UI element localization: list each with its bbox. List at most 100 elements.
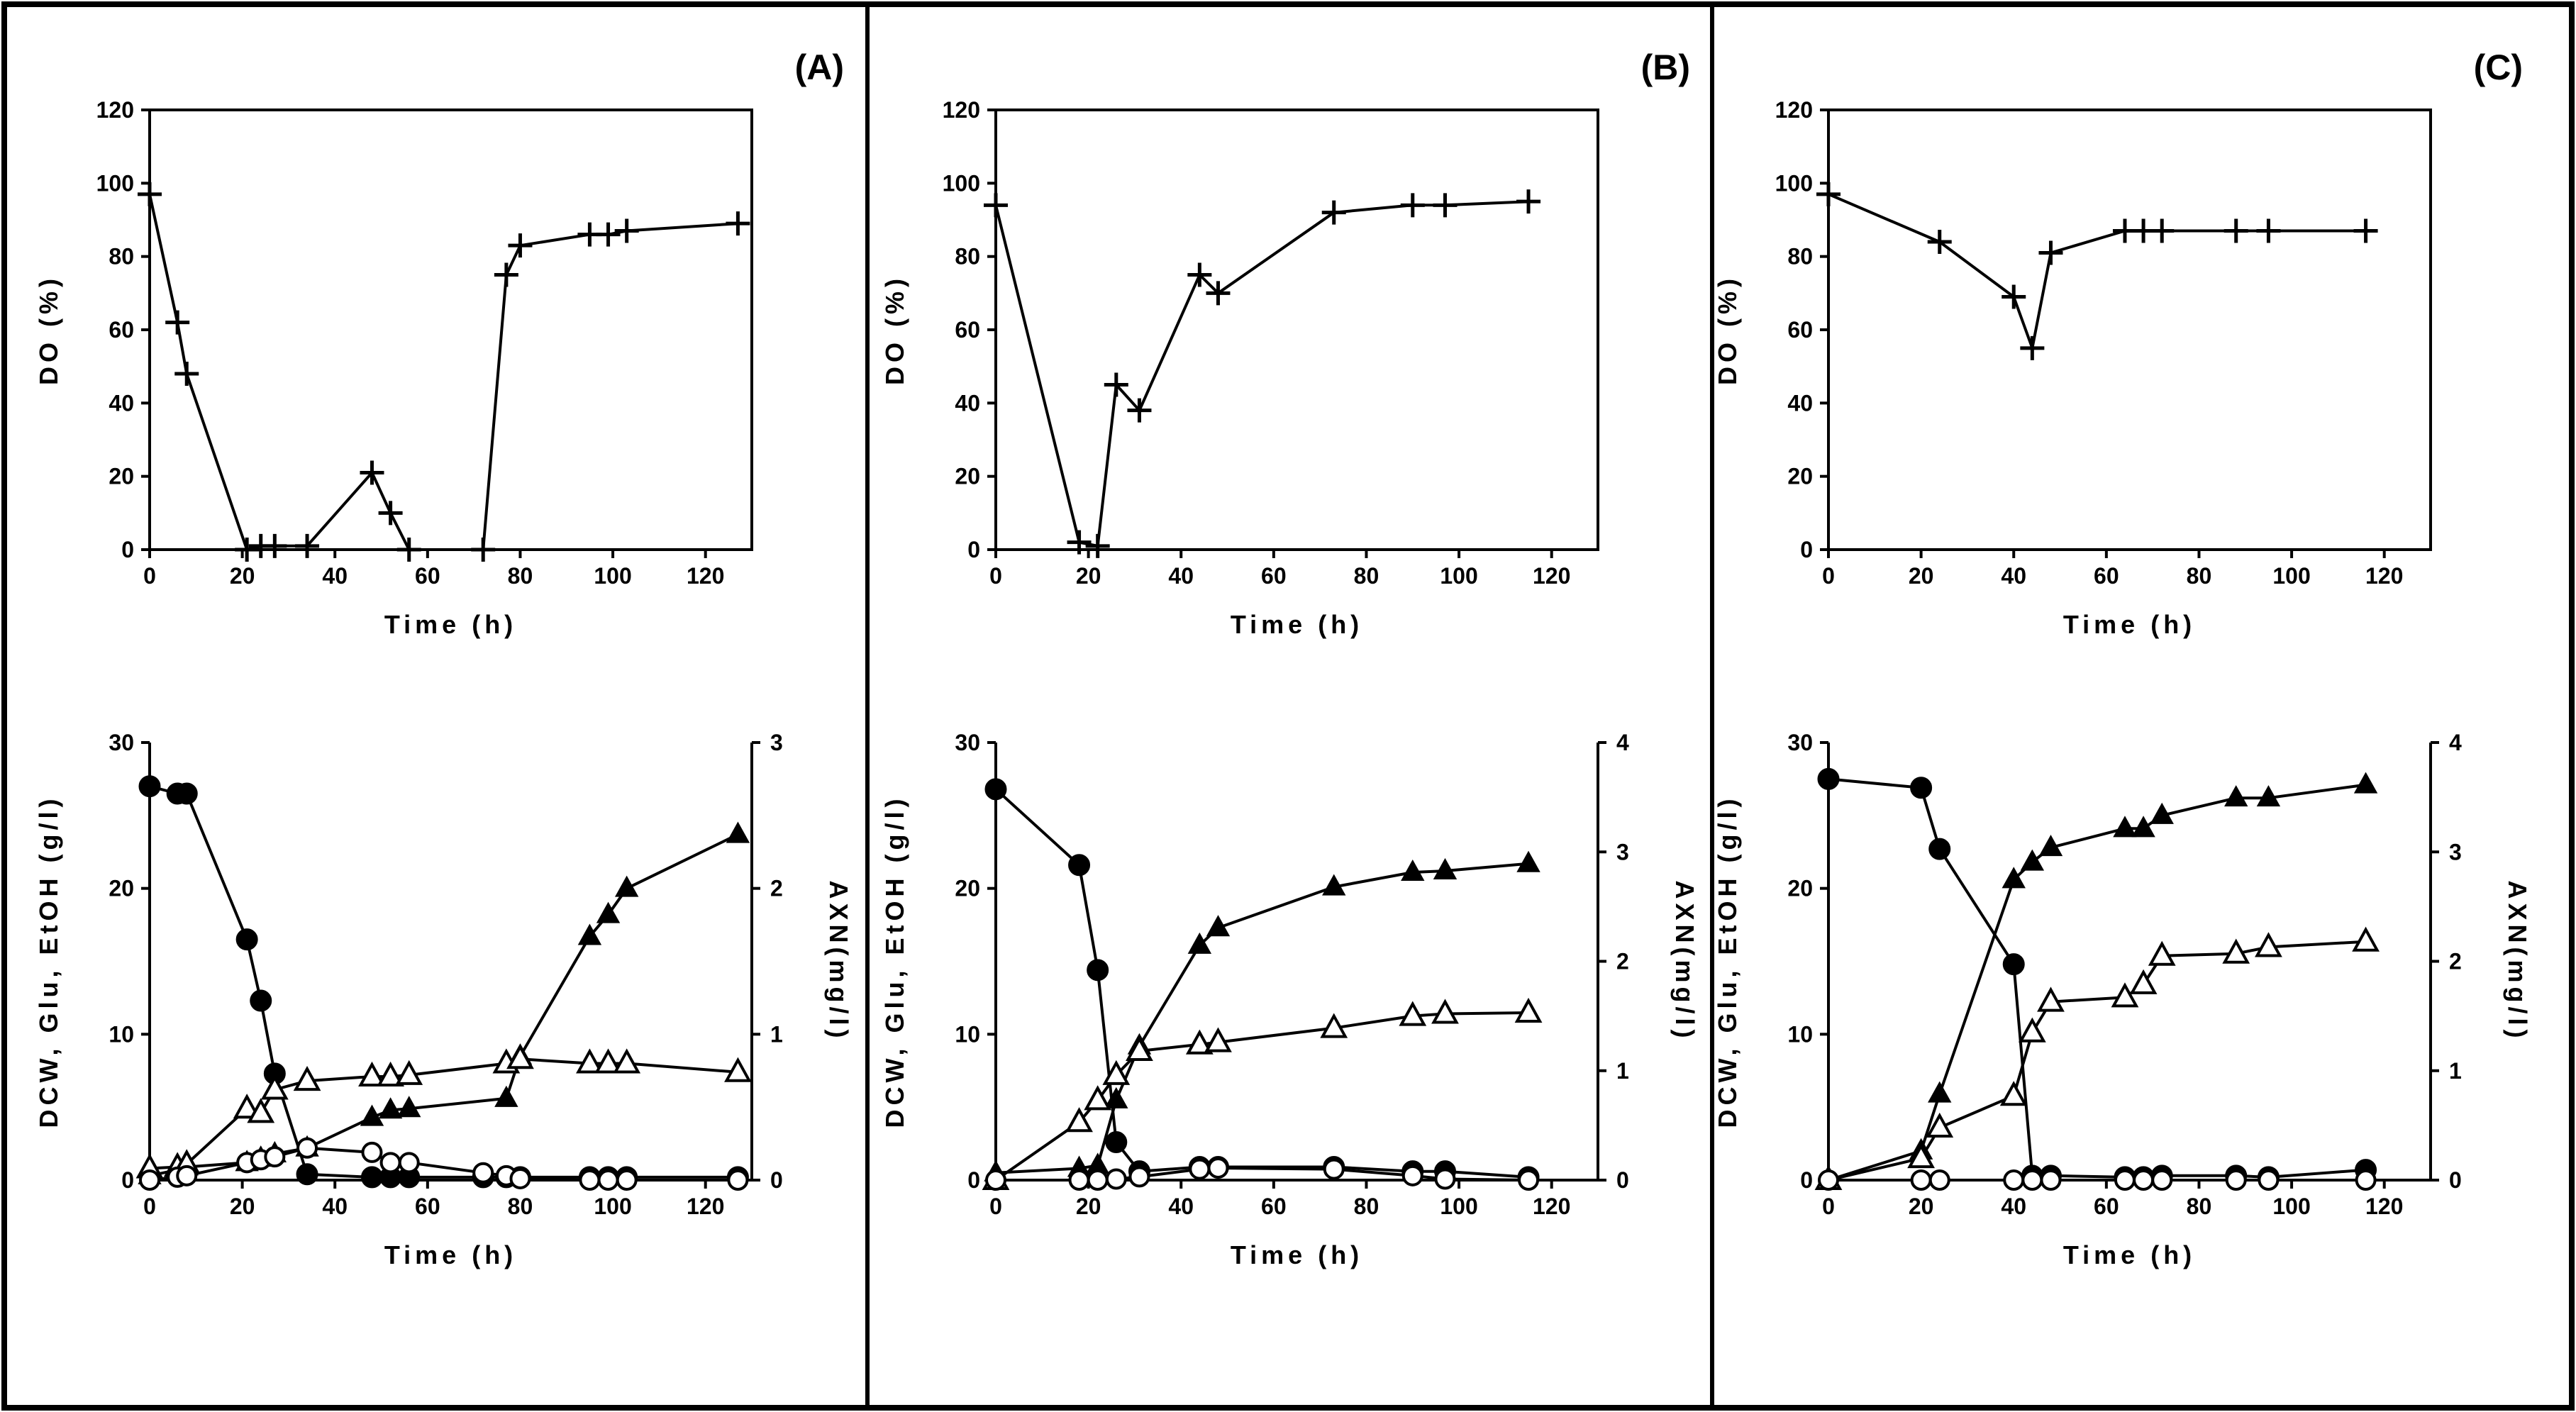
y2-tick-label: 1 <box>2449 1058 2462 1084</box>
x-tick-label: 60 <box>1261 563 1287 589</box>
data-point-open-triangle <box>260 1074 289 1100</box>
data-point-plus <box>360 460 384 485</box>
data-point-filled-circle <box>296 1163 318 1186</box>
data-point-plus <box>1067 530 1092 555</box>
x-tick-label: 80 <box>2187 1194 2212 1219</box>
do-chart-1: 0 20 40 60 80 100 120 0 20 40 60 80 100 120 Time (h) DO… <box>880 97 1599 639</box>
axes-frame <box>148 743 753 1182</box>
data-point-filled-circle <box>1928 838 1951 860</box>
x-tick-label: 80 <box>508 563 533 589</box>
y2-axis-title: AXN(mg/l) <box>2503 881 2532 1043</box>
data-point-filled-triangle <box>2150 802 2174 824</box>
series-plus <box>1816 182 2378 360</box>
y2-tick-label: 2 <box>2449 949 2462 974</box>
y-tick-label: 20 <box>1787 464 1813 489</box>
y-axis-title: DCW, Glu, EtOH (g/l) <box>880 795 909 1128</box>
series-plus <box>138 182 750 562</box>
x-axis-title: Time (h) <box>384 1240 517 1269</box>
data-point-open-circle <box>2225 1169 2247 1191</box>
data-point-filled-triangle <box>1433 857 1458 879</box>
x-tick-label: 100 <box>594 1194 631 1219</box>
data-point-plus <box>494 262 518 287</box>
x-tick-label: 60 <box>1261 1194 1287 1219</box>
data-point-filled-circle <box>235 928 258 951</box>
series-open-circle <box>985 1157 1540 1191</box>
data-point-filled-triangle <box>2131 816 2155 838</box>
bottom-chart-0: 0 20 40 60 80 100 120 0 10 20 30 0 1 2 3 Time (h) DCW, G… <box>34 730 853 1269</box>
data-point-plus <box>1321 200 1346 225</box>
data-point-filled-circle <box>984 778 1007 801</box>
bottom-chart-2: 0 20 40 60 80 100 120 0 10 20 30 0 1 2 3 4 Time (h) DCW, … <box>1713 730 2532 1269</box>
data-point-plus <box>235 538 260 562</box>
data-point-filled-triangle <box>577 923 602 945</box>
x-axis-title: Time (h) <box>384 610 517 639</box>
data-point-plus <box>1400 193 1425 218</box>
data-point-open-circle <box>296 1137 318 1159</box>
y-tick-label: 120 <box>1775 97 1813 123</box>
data-point-open-circle <box>1434 1168 1456 1190</box>
data-point-plus <box>1104 372 1128 397</box>
data-point-open-circle <box>379 1152 401 1174</box>
data-point-filled-circle <box>1105 1131 1128 1154</box>
data-point-open-triangle <box>1907 1143 1936 1169</box>
y-tick-label: 120 <box>943 97 980 123</box>
data-point-open-triangle <box>395 1060 423 1085</box>
x-tick-label: 20 <box>1909 1194 1934 1219</box>
y-axis-title: DCW, Glu, EtOH (g/l) <box>1713 795 1742 1128</box>
y-tick-label: 20 <box>955 464 980 489</box>
x-tick-label: 80 <box>1354 563 1379 589</box>
data-point-open-circle <box>1087 1169 1109 1191</box>
data-point-filled-triangle <box>1401 859 1425 882</box>
data-point-plus <box>2256 218 2281 243</box>
data-point-open-circle <box>1128 1166 1150 1188</box>
data-point-open-triangle <box>358 1061 386 1086</box>
data-point-open-circle <box>472 1162 494 1184</box>
y-tick-label: 0 <box>121 1167 134 1193</box>
series-open-triangle <box>135 1044 752 1179</box>
series-line-filled-triangle <box>149 833 739 1177</box>
data-point-open-triangle <box>594 1048 622 1074</box>
x-tick-label: 40 <box>322 1194 348 1219</box>
data-point-open-triangle <box>724 1057 752 1082</box>
data-point-open-circle <box>1105 1168 1127 1190</box>
y2-axis-title: AXN(mg/l) <box>824 881 853 1043</box>
data-point-open-circle <box>2133 1169 2155 1191</box>
data-point-filled-triangle <box>2224 785 2248 807</box>
data-point-open-triangle <box>247 1098 275 1123</box>
data-point-plus <box>174 362 199 386</box>
data-point-plus <box>984 193 1008 218</box>
data-point-open-circle <box>2040 1169 2062 1191</box>
data-point-filled-triangle <box>614 875 639 897</box>
y-tick-label: 60 <box>955 317 980 343</box>
data-point-open-triangle <box>2129 969 2158 994</box>
x-tick-label: 120 <box>687 1194 724 1219</box>
x-tick-label: 120 <box>687 563 724 589</box>
x-tick-label: 100 <box>1440 563 1477 589</box>
data-point-filled-triangle <box>726 821 750 843</box>
data-point-plus <box>1816 182 1841 206</box>
x-tick-label: 80 <box>508 1194 533 1219</box>
data-point-filled-triangle <box>1206 915 1231 937</box>
data-point-open-circle <box>1910 1169 1932 1191</box>
data-point-open-triangle <box>293 1066 321 1091</box>
data-point-open-triangle <box>2148 940 2176 966</box>
y-axis-title: DO (%) <box>34 274 63 385</box>
data-point-filled-circle <box>1910 777 1933 799</box>
data-point-open-triangle <box>1185 1029 1214 1055</box>
x-tick-label: 20 <box>1076 1194 1101 1219</box>
y-tick-label: 100 <box>1775 170 1813 196</box>
series-open-circle <box>1818 1169 2377 1191</box>
data-point-open-circle <box>176 1164 198 1186</box>
y-axis-title: DO (%) <box>1713 274 1742 385</box>
x-tick-label: 60 <box>2094 1194 2119 1219</box>
data-point-open-circle <box>1068 1169 1090 1191</box>
data-point-plus <box>295 533 320 558</box>
data-point-open-triangle <box>1102 1060 1131 1085</box>
x-tick-label: 0 <box>1822 1194 1835 1219</box>
data-point-open-triangle <box>1431 999 1459 1024</box>
data-point-open-triangle <box>1204 1027 1232 1052</box>
data-point-open-circle <box>727 1169 749 1191</box>
bottom-chart-1: 0 20 40 60 80 100 120 0 10 20 30 0 1 2 3 4 Time (h) DCW, … <box>880 730 1699 1269</box>
do-chart-2: 0 20 40 60 80 100 120 0 20 40 60 80 100 120 Time (h) DO… <box>1713 97 2432 639</box>
